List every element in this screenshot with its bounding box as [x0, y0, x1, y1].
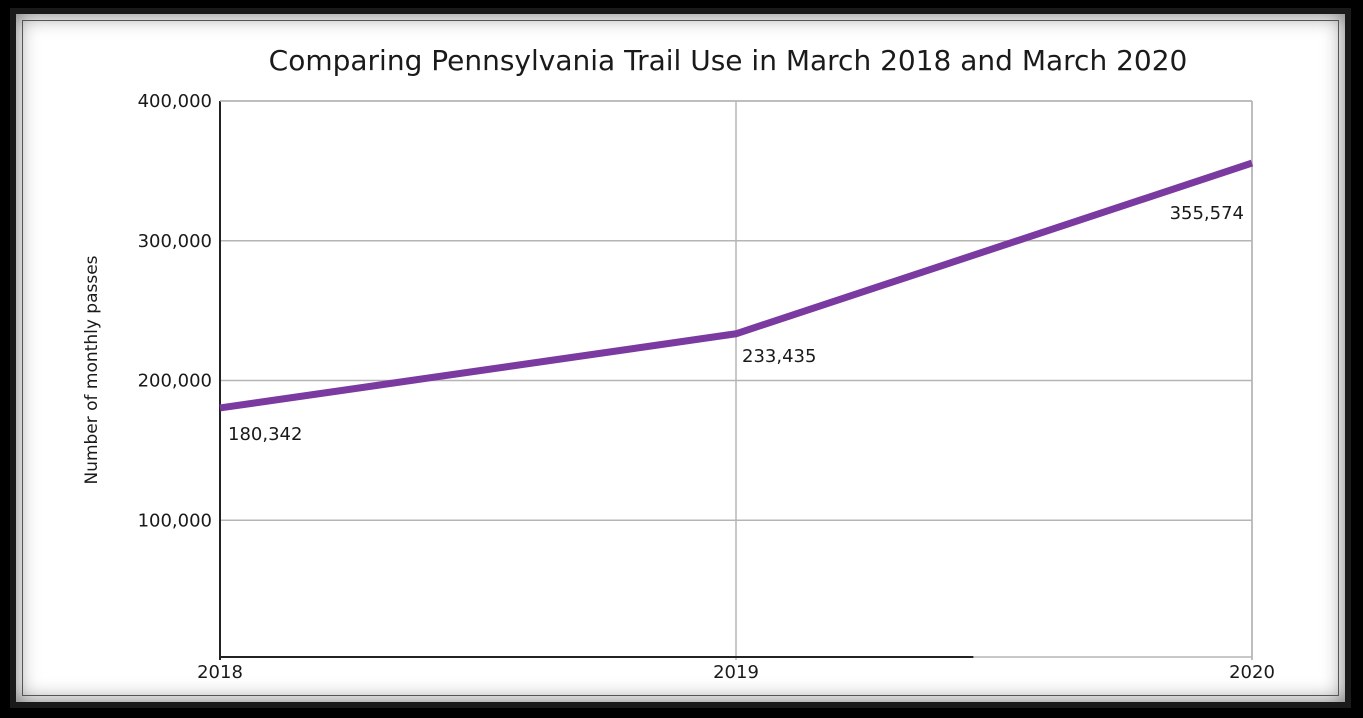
data-label: 180,342: [228, 424, 302, 445]
x-tick-label: 2019: [713, 662, 759, 683]
y-axis-label: Number of monthly passes: [82, 255, 102, 484]
series-line: [219, 159, 1254, 412]
chart-title: Comparing Pennsylvania Trail Use in Marc…: [269, 44, 1188, 77]
y-tick-label: 200,000: [138, 371, 212, 392]
tick-labels: 100,000 200,000 300,000 400,000 2018 2019 2020: [138, 91, 1275, 683]
data-labels: 180,342 233,435 355,574: [228, 203, 1244, 445]
data-label: 355,574: [1170, 203, 1244, 224]
data-label: 233,435: [742, 346, 816, 367]
y-tick-label: 100,000: [138, 510, 212, 531]
chart-frame: [10, 8, 1351, 708]
x-tick-label: 2020: [1229, 662, 1275, 683]
axes: [219, 100, 1253, 660]
y-tick-label: 300,000: [138, 231, 212, 252]
grid-lines: [220, 100, 1253, 660]
series-layer: [219, 159, 1254, 412]
x-tick-label: 2018: [197, 662, 243, 683]
y-tick-label: 400,000: [138, 91, 212, 112]
